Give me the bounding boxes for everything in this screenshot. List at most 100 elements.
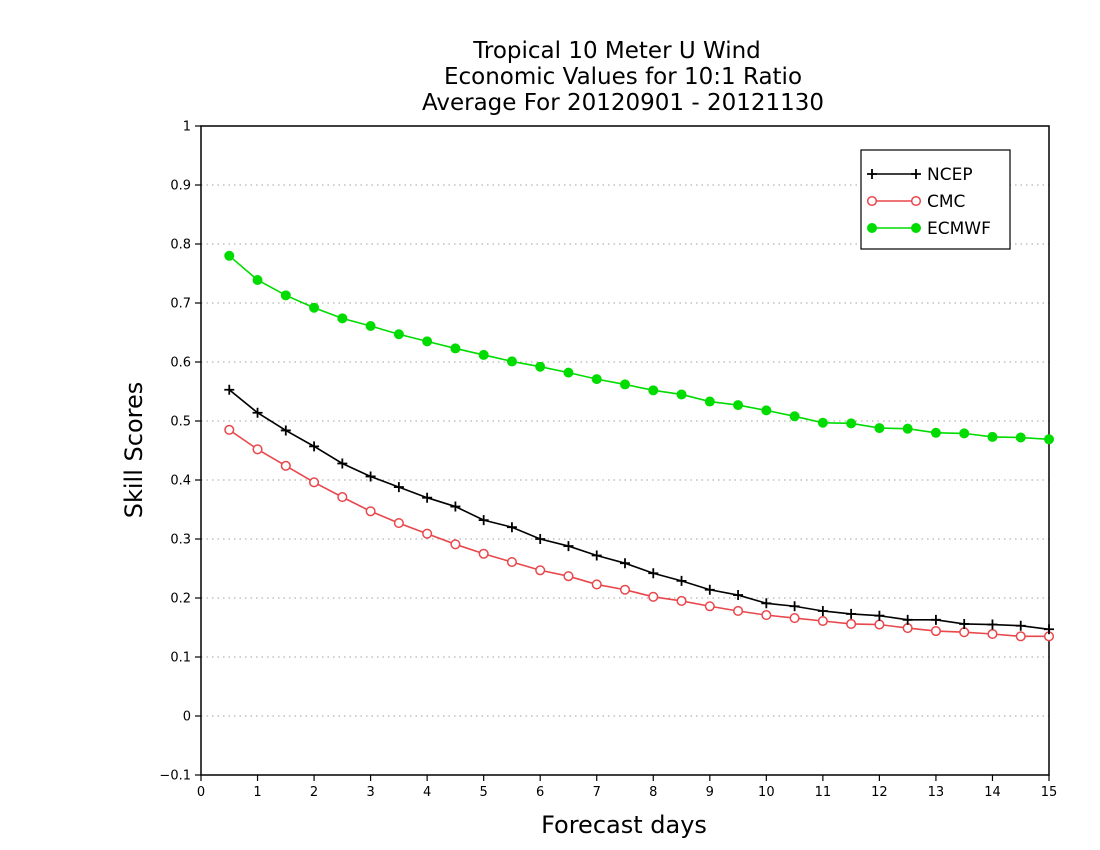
point-plus [563,541,574,552]
x-tick-label: 4 [423,785,431,800]
point-open-circle [648,591,659,602]
point-filled-circle [902,423,913,434]
point-plus [1015,620,1026,631]
x-tick-label: 3 [366,785,374,800]
chart-title-line-3: Average For 20120901 - 20121130 [422,90,824,116]
point-filled-circle [280,290,291,301]
point-open-circle [817,615,828,627]
series-cmc [224,424,1055,642]
point-open-circle [224,424,235,435]
point-plus [867,169,877,179]
point-open-circle [365,506,376,517]
y-tick-label: 0.3 [170,533,191,548]
point-plus [959,618,970,629]
point-plus [733,590,744,601]
point-filled-circle [591,374,602,385]
point-plus [874,610,885,621]
point-open-circle [309,477,320,488]
point-open-circle [563,571,574,582]
series-line-cmc [228,429,1049,638]
point-plus [478,515,489,526]
legend-box [860,149,1011,250]
point-plus [280,425,291,436]
point-filled-circle [1044,434,1054,445]
point-open-circle [252,444,263,455]
point-plus [309,441,320,452]
point-open-circle [280,460,291,471]
point-open-circle [506,556,517,568]
point-plus [789,601,800,612]
point-filled-circle [846,418,857,429]
point-filled-circle [252,274,263,285]
point-open-circle [789,613,800,624]
point-filled-circle [761,405,772,416]
series-ncep [224,384,1054,635]
point-filled-circle [309,302,320,313]
x-tick-label: 2 [310,785,318,800]
point-filled-circle [867,223,877,233]
y-tick-label: 0.1 [170,651,191,666]
point-open-circle [591,579,602,590]
x-tick-label: 11 [815,785,832,800]
x-tick-label: 1 [253,785,261,800]
point-filled-circle [987,431,998,442]
legend-item-cmc: CMC [866,192,965,212]
point-filled-circle [422,336,433,347]
axis-ticks [195,125,1050,781]
point-plus [393,482,404,493]
point-plus [591,550,602,561]
point-filled-circle [1015,432,1026,443]
point-plus [535,534,546,544]
y-axis-label: Skill Scores [120,382,148,519]
point-plus [1044,624,1054,635]
legend-items: NCEP CMC ECMWF [866,165,991,239]
y-tick-label: 0.7 [170,297,191,312]
point-open-circle [393,518,404,529]
point-filled-circle [648,385,659,396]
point-open-circle [866,195,878,207]
point-plus [817,605,828,616]
point-plus [506,522,517,533]
y-tick-label: 1 [183,120,191,135]
point-filled-circle [704,396,715,407]
point-open-circle [1015,631,1026,642]
y-tick-label: 0.2 [170,592,191,607]
point-open-circle [733,605,744,617]
x-tick-label: 6 [536,785,544,800]
x-tick-label: 0 [197,785,205,800]
point-plus [902,614,913,625]
series-line-ecmwf [228,255,1050,441]
point-filled-circle [733,400,744,411]
legend-item-ecmwf: ECMWF [867,219,991,239]
chart-title-line-2: Economic Values for 10:1 Ratio [444,64,802,90]
point-filled-circle [478,349,489,360]
point-plus [846,608,857,619]
y-tick-label: 0.6 [170,356,191,371]
point-open-circle [422,528,433,539]
point-filled-circle [365,321,376,332]
point-open-circle [619,584,631,595]
point-open-circle [676,595,687,607]
legend: NCEP CMC ECMWF [860,149,1011,250]
point-open-circle [761,610,772,621]
point-filled-circle [393,329,404,340]
x-tick-label: 5 [480,785,488,800]
point-open-circle [874,619,885,630]
point-filled-circle [911,223,921,233]
point-plus [704,584,715,595]
point-open-circle [478,548,489,559]
x-tick-label: 12 [871,785,888,800]
point-plus [987,619,998,630]
point-plus [337,458,348,469]
point-filled-circle [450,343,461,354]
legend-label: ECMWF [927,219,991,239]
point-open-circle [987,628,998,640]
y-gridlines [201,184,1049,717]
point-filled-circle [563,367,574,378]
x-tick-label: 8 [649,785,657,800]
point-filled-circle [930,427,941,438]
point-plus [620,558,630,569]
point-open-circle [535,565,546,576]
chart-title-line-1: Tropical 10 Meter U Wind [472,38,761,64]
